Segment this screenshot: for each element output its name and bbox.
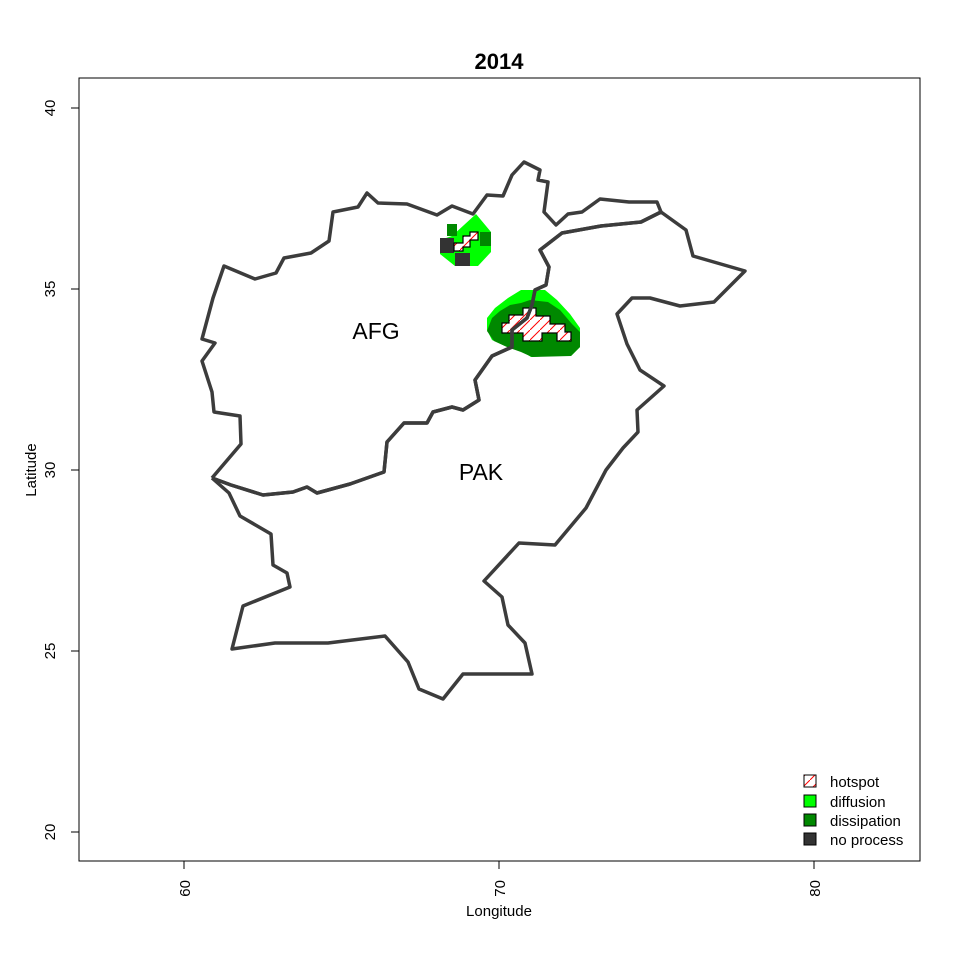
legend-swatch-dissipation [803,813,817,827]
x-axis-label: Longitude [466,903,532,920]
pakistan-border [210,210,747,701]
legend-swatch-diffusion [803,794,817,808]
legend-label: diffusion [830,794,886,811]
x-tick-label: 80 [807,880,824,897]
legend-label: no process [830,832,903,849]
dissipation-cell [480,232,491,246]
y-tick-label: 25 [42,643,59,660]
y-tick-label: 20 [42,824,59,841]
y-tick-label: 40 [42,100,59,117]
country-label-pak: PAK [459,459,504,485]
x-tick-label: 70 [492,880,509,897]
x-tick-label: 60 [177,880,194,897]
afghanistan-border [200,160,663,497]
cluster-north [440,214,491,266]
y-tick-label: 30 [42,462,59,479]
no-process-cell [455,253,470,266]
x-axis: 60 70 80 Longitude [177,861,824,920]
legend-swatch-no-process [803,832,817,846]
legend-swatch-hotspot [803,774,817,788]
legend-label: hotspot [830,774,880,791]
y-axis-label: Latitude [23,443,40,496]
map-legend: hotspot diffusion dissipation no process [803,774,903,849]
y-tick-label: 35 [42,281,59,298]
hotspot-cell [453,231,479,252]
country-label-afg: AFG [352,318,399,344]
dissipation-cell [447,224,457,236]
map-title: 2014 [475,49,525,74]
no-process-cell [440,238,454,253]
y-axis: 20 25 30 35 40 Latitude [23,100,79,841]
hotspot-cell [501,307,572,342]
legend-label: dissipation [830,813,901,830]
